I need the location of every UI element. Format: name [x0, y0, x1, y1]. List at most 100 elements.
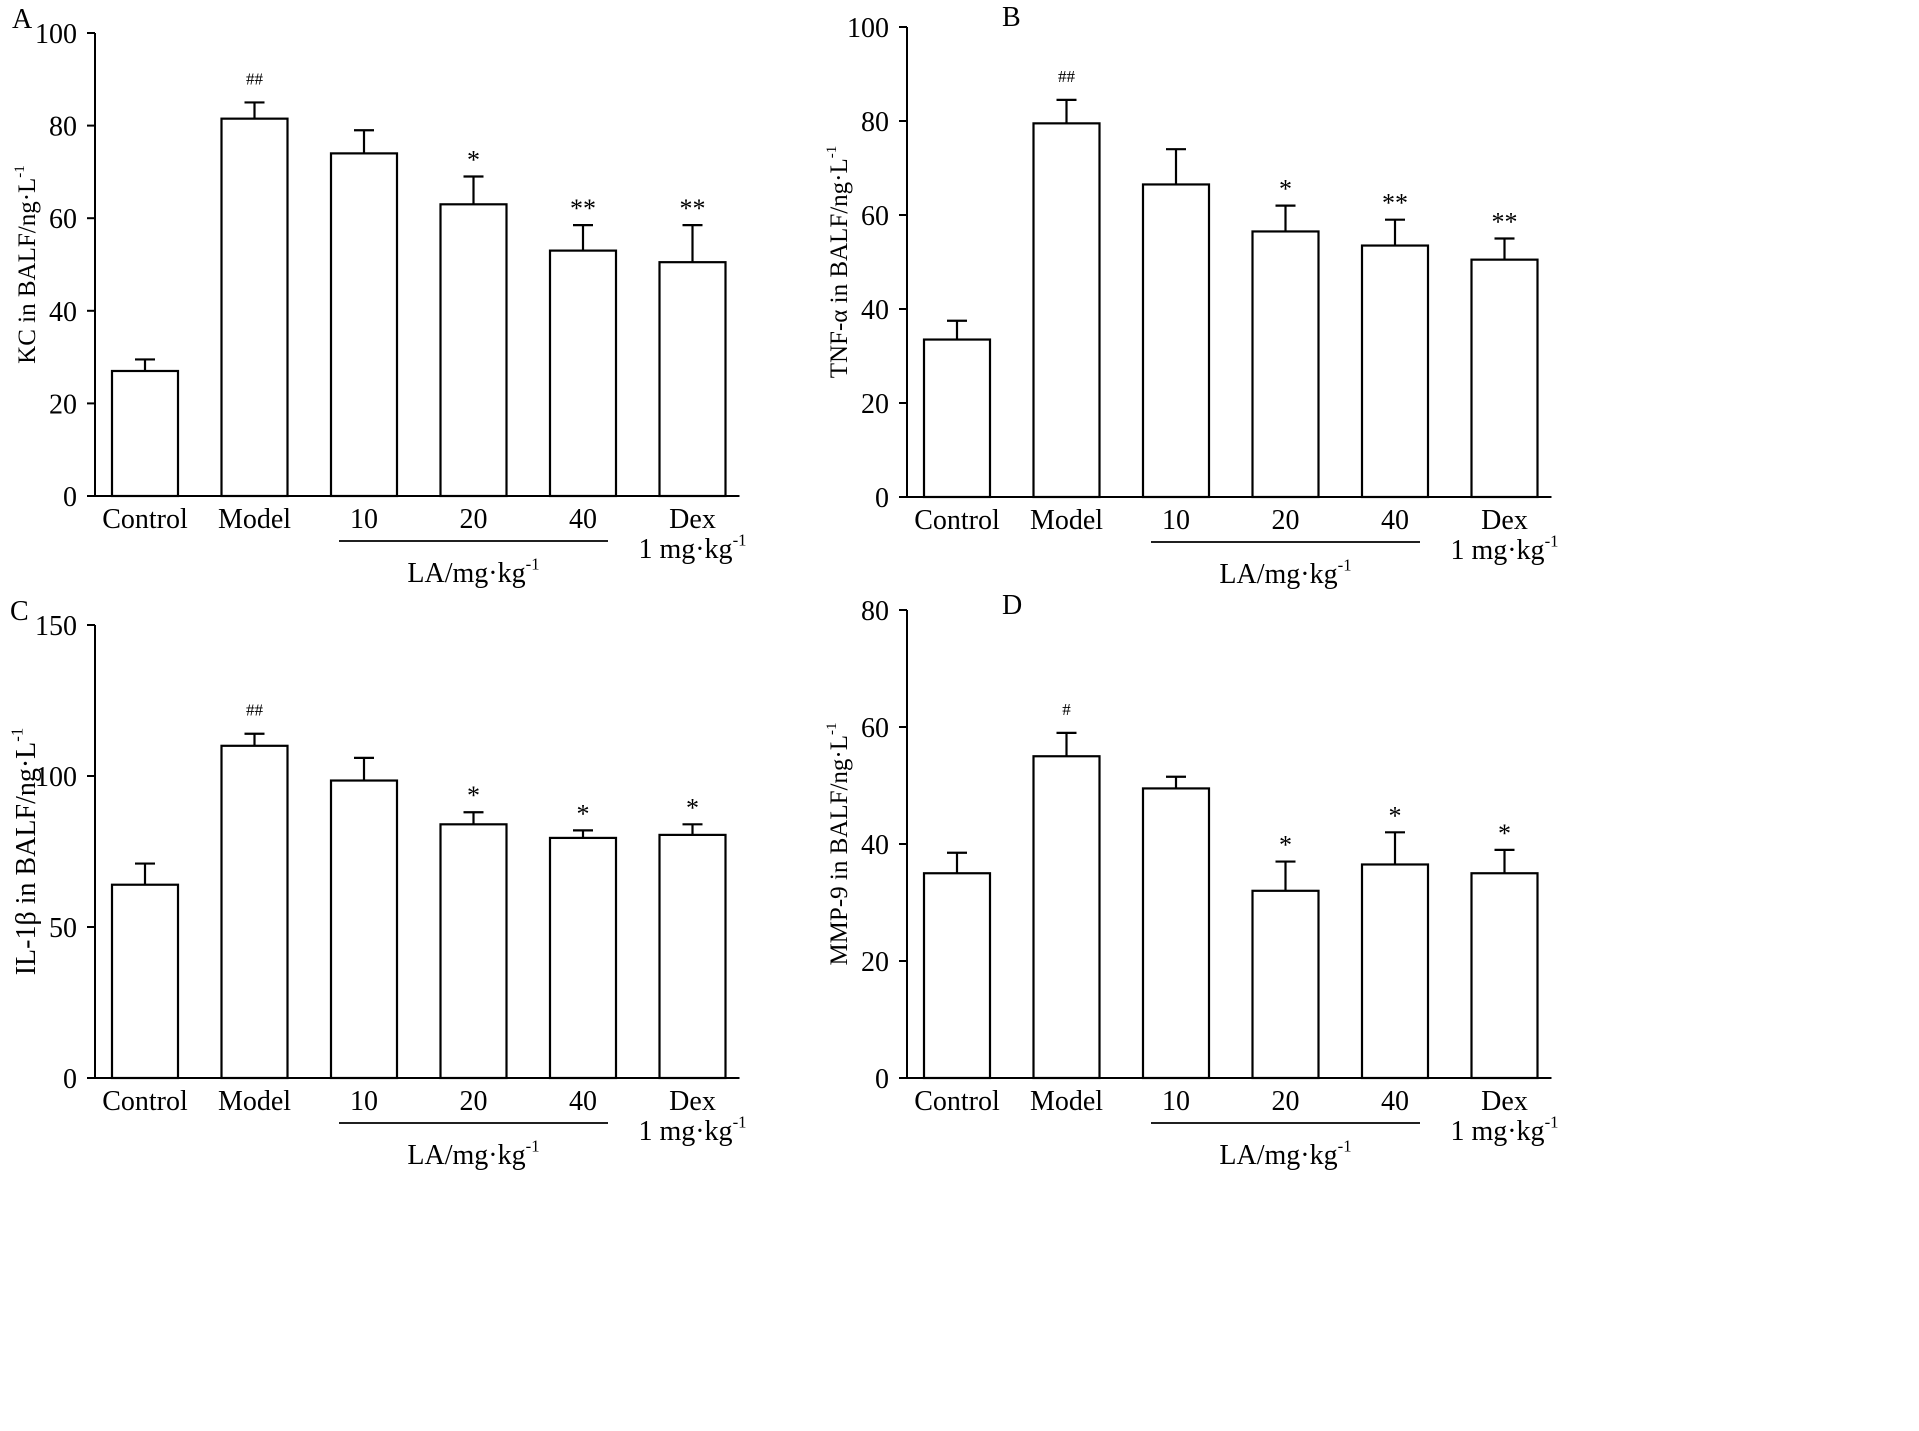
x-tick-label: 40 [1381, 1086, 1409, 1117]
x-tick-label: 10 [350, 504, 378, 535]
bar [220, 117, 289, 498]
x-tick-label: 10 [1162, 505, 1190, 536]
significance-marker: * [686, 793, 699, 822]
y-tick-label: 0 [63, 482, 77, 513]
y-tick-label: 40 [861, 830, 889, 861]
bar [1251, 230, 1320, 499]
x-tick-label: 20 [1272, 1086, 1300, 1117]
y-tick-label: 80 [49, 112, 77, 143]
significance-marker: ** [570, 194, 596, 223]
bar [220, 744, 289, 1080]
y-tick-label: 60 [861, 713, 889, 744]
significance-marker: * [577, 799, 590, 828]
bar [658, 261, 727, 498]
y-tick-label: 0 [875, 1064, 889, 1095]
significance-marker: ## [246, 701, 264, 720]
x-tick-label: Model [218, 504, 291, 535]
y-axis-label: MMP-9 in BALF/ng·L-1 [824, 722, 853, 965]
x-axis-label: LA/mg·kg-1 [1219, 1136, 1351, 1171]
x-axis-label: LA/mg·kg-1 [407, 1136, 539, 1171]
significance-marker: * [467, 146, 480, 175]
x-tick-label: 40 [1381, 505, 1409, 536]
bar [110, 369, 180, 498]
y-tick-label: 20 [861, 389, 889, 420]
bar [1470, 872, 1539, 1080]
x-tick-label: 20 [1272, 505, 1300, 536]
bar [1032, 755, 1101, 1080]
bar [1141, 183, 1211, 499]
bar [439, 823, 508, 1080]
bar [329, 779, 399, 1080]
bar [1141, 787, 1211, 1080]
y-tick-label: 100 [35, 762, 77, 793]
panel-label: A [12, 4, 33, 35]
significance-marker: * [1279, 831, 1292, 860]
significance-marker: * [467, 781, 480, 810]
x-tick-label: Control [914, 1086, 1000, 1117]
x-tick-label: Dex [1481, 505, 1528, 536]
x-tick-label: 10 [350, 1086, 378, 1117]
chart-panel-c: C 0 50 100 150 IL-1β in BALF/ng·L-1 Control ## M… [7, 596, 746, 1171]
x-tick-label: Model [218, 1086, 291, 1117]
y-tick-label: 0 [875, 483, 889, 514]
bar [548, 836, 618, 1080]
panel-label: B [1002, 2, 1021, 33]
significance-marker: ## [246, 69, 264, 88]
x-tick-label: 20 [460, 504, 488, 535]
chart-panel-d: D 0 20 40 60 80 MMP-9 in BALF/ng·L-1 Control # Mo… [824, 590, 1559, 1171]
y-tick-label: 0 [63, 1064, 77, 1095]
x-tick-label: 40 [569, 504, 597, 535]
bar [1032, 122, 1101, 499]
y-axis-label: KC in BALF/ng·L-1 [12, 165, 41, 364]
significance-marker: ** [1492, 208, 1518, 237]
bar [922, 872, 992, 1080]
x-axis-label: LA/mg·kg-1 [1219, 555, 1351, 590]
x-tick-label: Model [1030, 1086, 1103, 1117]
bar [1360, 863, 1430, 1080]
significance-marker: * [1279, 175, 1292, 204]
x-tick-label: Dex [1481, 1086, 1528, 1117]
bar [1360, 244, 1430, 499]
x-tick-label: Dex [669, 1086, 716, 1117]
bar [548, 249, 618, 498]
x-tick-label: 40 [569, 1086, 597, 1117]
panel-label: C [10, 596, 29, 627]
x-tick-label: Control [102, 504, 188, 535]
significance-marker: * [1389, 801, 1402, 830]
bar [1251, 889, 1320, 1080]
y-tick-label: 20 [49, 389, 77, 420]
bar [439, 203, 508, 498]
bar [658, 833, 727, 1080]
x-tick-label: 10 [1162, 1086, 1190, 1117]
y-tick-label: 40 [861, 295, 889, 326]
y-axis-label: IL-1β in BALF/ng·L-1 [7, 728, 42, 976]
y-tick-label: 40 [49, 297, 77, 328]
x-axis-label: LA/mg·kg-1 [407, 554, 539, 589]
significance-marker: # [1062, 700, 1071, 719]
panel-label: D [1002, 590, 1022, 621]
y-tick-label: 50 [49, 913, 77, 944]
chart-panel-a: A 0 20 40 60 80 100 KC in BALF/ng·L-1 Control ## M… [12, 4, 747, 589]
x-tick-sublabel: 1 mg·kg-1 [1450, 1112, 1558, 1147]
y-tick-label: 100 [847, 13, 889, 44]
y-tick-label: 20 [861, 947, 889, 978]
x-tick-label: Dex [669, 504, 716, 535]
significance-marker: ** [1382, 189, 1408, 218]
chart-panel-b: B 0 20 40 60 80 100 TNF-α in BALF/ng·L-1 Control… [824, 2, 1559, 590]
y-tick-label: 60 [861, 201, 889, 232]
significance-marker: ## [1058, 67, 1076, 86]
y-tick-label: 80 [861, 107, 889, 138]
y-axis-label: TNF-α in BALF/ng·L-1 [824, 146, 853, 379]
y-tick-label: 150 [35, 611, 77, 642]
significance-marker: ** [680, 194, 706, 223]
bar [1470, 258, 1539, 499]
x-tick-label: Control [102, 1086, 188, 1117]
x-tick-sublabel: 1 mg·kg-1 [638, 1112, 746, 1147]
significance-marker: * [1498, 819, 1511, 848]
x-tick-sublabel: 1 mg·kg-1 [1450, 531, 1558, 566]
x-tick-label: Model [1030, 505, 1103, 536]
y-tick-label: 100 [35, 19, 77, 50]
x-tick-sublabel: 1 mg·kg-1 [638, 530, 746, 565]
bar [110, 883, 180, 1080]
